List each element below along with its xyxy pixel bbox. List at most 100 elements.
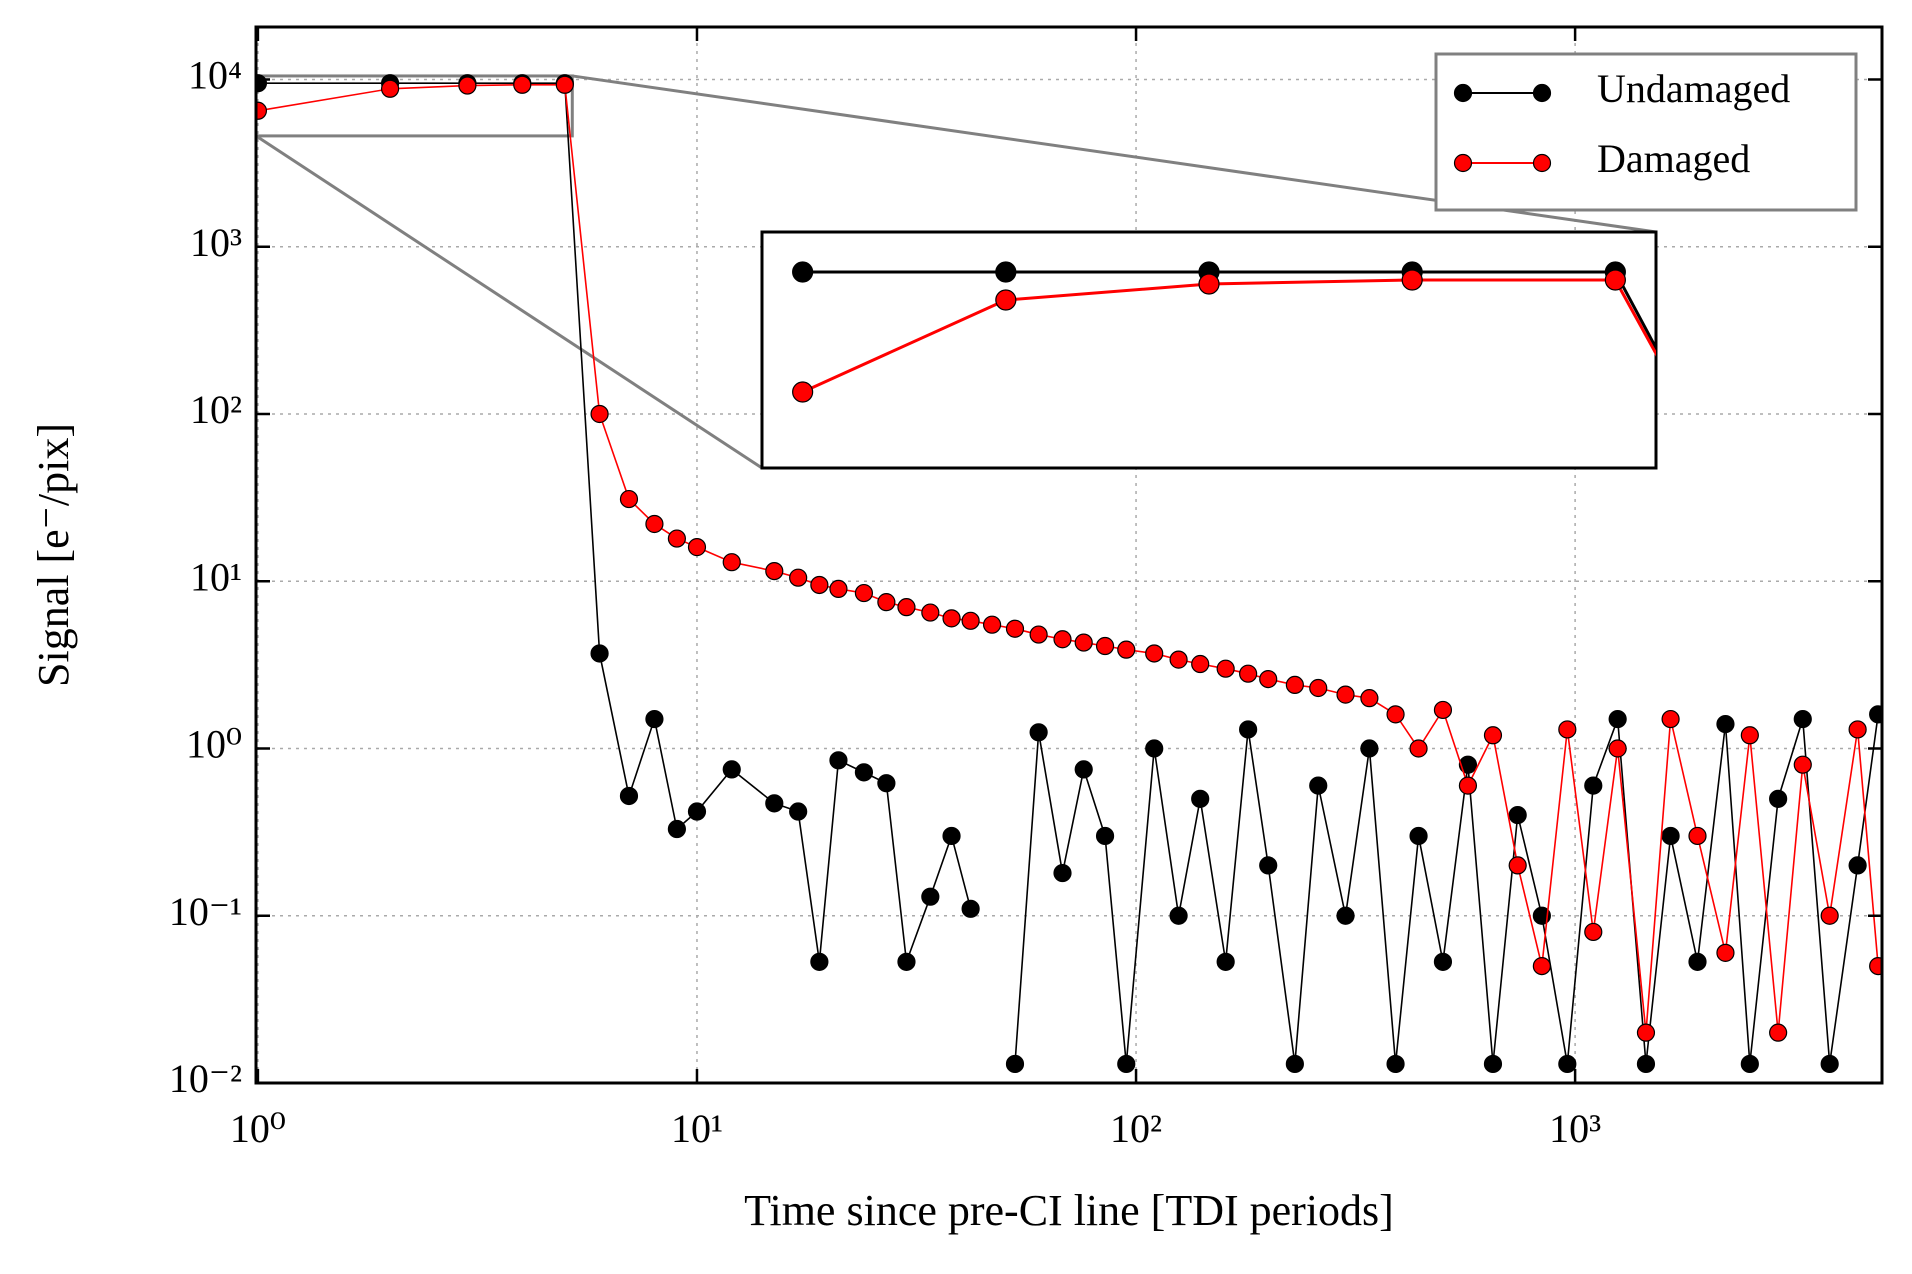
marker bbox=[1005, 619, 1025, 638]
y-tick-label: 10⁻² bbox=[169, 1056, 242, 1101]
marker bbox=[619, 786, 639, 806]
marker bbox=[1053, 630, 1072, 649]
marker bbox=[810, 575, 829, 595]
marker bbox=[1458, 776, 1478, 795]
marker bbox=[1117, 1054, 1136, 1074]
marker bbox=[1145, 739, 1164, 758]
inset-marker bbox=[792, 261, 814, 283]
marker bbox=[1259, 856, 1278, 875]
marker bbox=[380, 79, 400, 98]
marker bbox=[829, 579, 848, 599]
inset-series-line bbox=[802, 270, 1656, 352]
marker bbox=[555, 75, 574, 94]
marker bbox=[789, 802, 808, 821]
x-tick-label: 10⁰ bbox=[230, 1106, 286, 1151]
inset-marker bbox=[1809, 638, 1829, 658]
marker bbox=[1169, 650, 1188, 669]
marker bbox=[1386, 705, 1405, 724]
marker bbox=[1848, 720, 1867, 739]
inset-marker bbox=[1809, 642, 1829, 662]
marker bbox=[590, 644, 609, 663]
marker bbox=[1239, 664, 1258, 683]
marker bbox=[1117, 640, 1136, 659]
series-line bbox=[1014, 714, 1879, 1065]
marker bbox=[1458, 755, 1478, 774]
marker bbox=[765, 794, 784, 813]
marker bbox=[1433, 700, 1453, 720]
marker bbox=[256, 101, 268, 120]
marker bbox=[1584, 922, 1603, 942]
marker bbox=[982, 615, 1002, 634]
marker bbox=[1074, 633, 1093, 652]
marker bbox=[1433, 952, 1453, 971]
marker bbox=[256, 74, 268, 93]
marker bbox=[1029, 625, 1048, 644]
y-tick-label: 10⁰ bbox=[186, 722, 242, 767]
marker bbox=[1409, 739, 1428, 758]
marker bbox=[1360, 739, 1379, 758]
marker bbox=[1483, 726, 1503, 745]
marker bbox=[854, 583, 874, 603]
marker bbox=[1532, 956, 1551, 976]
marker bbox=[789, 568, 808, 587]
marker bbox=[1169, 906, 1188, 925]
marker bbox=[1716, 943, 1735, 962]
legend-marker bbox=[1532, 153, 1552, 173]
x-axis-label: Time since pre-CI line [TDI periods] bbox=[744, 1186, 1394, 1235]
marker bbox=[1074, 760, 1093, 779]
marker bbox=[1769, 789, 1788, 808]
marker bbox=[1239, 720, 1258, 739]
marker bbox=[1309, 678, 1328, 698]
inset-plot bbox=[792, 261, 1829, 662]
inset-marker bbox=[1401, 269, 1423, 291]
marker bbox=[1740, 726, 1759, 745]
marker bbox=[1259, 669, 1278, 689]
plot-area bbox=[256, 74, 1882, 1074]
ticks: 10⁰ 10¹ 10² 10³ 10⁻² 10⁻¹ 10⁰ 10¹ 10² 10³ 10⁴ bbox=[169, 27, 1882, 1151]
marker bbox=[1688, 952, 1707, 971]
y-tick-label: 10⁴ bbox=[188, 53, 242, 98]
marker bbox=[877, 593, 896, 612]
marker bbox=[1769, 1023, 1788, 1042]
legend-frame bbox=[1434, 52, 1858, 212]
marker bbox=[1409, 826, 1428, 846]
marker bbox=[645, 514, 664, 534]
marker bbox=[1483, 1054, 1503, 1074]
marker bbox=[1191, 789, 1210, 808]
marker bbox=[854, 763, 874, 782]
marker bbox=[1508, 805, 1527, 825]
marker bbox=[1688, 826, 1707, 846]
marker bbox=[921, 603, 940, 622]
marker bbox=[1336, 906, 1355, 925]
legend-marker bbox=[1532, 83, 1552, 103]
marker bbox=[1869, 705, 1882, 724]
marker bbox=[961, 899, 980, 918]
y-tick-label: 10⁻¹ bbox=[169, 889, 242, 934]
marker bbox=[667, 529, 686, 548]
marker bbox=[513, 75, 532, 94]
inset-marker bbox=[995, 289, 1017, 311]
marker bbox=[1191, 654, 1210, 674]
marker bbox=[942, 609, 961, 628]
marker bbox=[1216, 952, 1235, 971]
marker bbox=[942, 826, 961, 846]
marker bbox=[1636, 1054, 1656, 1074]
axes-frame bbox=[254, 25, 1884, 1085]
y-axis-label: Signal [e⁻/pix] bbox=[29, 423, 78, 687]
marker bbox=[1716, 714, 1735, 734]
legend: Undamaged Damaged bbox=[1434, 52, 1858, 212]
marker bbox=[1386, 1054, 1405, 1074]
marker bbox=[645, 709, 664, 729]
y-tick-label: 10³ bbox=[190, 220, 242, 265]
marker bbox=[1095, 636, 1115, 656]
marker bbox=[897, 598, 916, 617]
marker bbox=[1336, 685, 1355, 704]
marker bbox=[1608, 709, 1627, 729]
marker bbox=[1636, 1023, 1656, 1042]
marker bbox=[1848, 856, 1867, 875]
marker bbox=[1095, 826, 1115, 846]
marker bbox=[1820, 1054, 1839, 1074]
marker bbox=[1869, 956, 1882, 976]
